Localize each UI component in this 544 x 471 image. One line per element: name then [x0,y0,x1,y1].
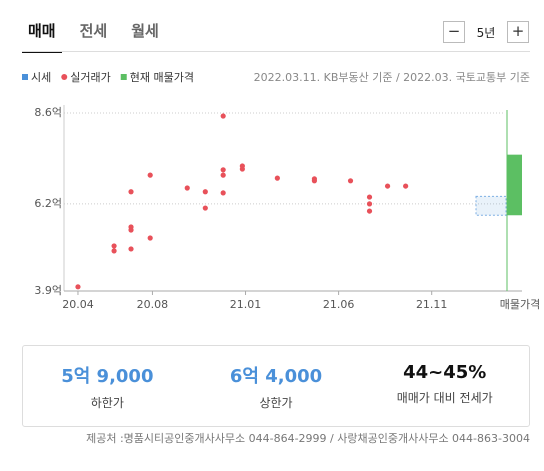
trade-point [111,248,117,254]
tabs: 매매 전세 월세 [22,18,177,53]
market-range [475,195,507,216]
summary-label: 하한가 [90,396,124,410]
source-note: 2022.03.11. KB부동산 기준 / 2022.03. 국토교통부 기준 [254,71,530,84]
trade-point [347,178,354,184]
trade-point [184,185,190,191]
legend-marker [61,74,68,80]
tab[interactable]: 매매 [22,18,62,53]
period-control: − 5년 + [443,21,529,43]
chart: 2022.03.11. KB부동산 기준 / 2022.03. 국토교통부 기준… [22,71,540,311]
trade-point [128,189,134,195]
trade-point [274,175,280,181]
x-tick-label: 21.06 [323,298,355,311]
trade-point [403,183,409,189]
trade-point [366,194,373,200]
trade-point [366,208,373,214]
tab[interactable]: 전세 [79,22,108,40]
trade-point [111,243,117,249]
trade-point [128,246,134,252]
listing-range [507,154,522,216]
trade-point [239,166,245,172]
legend-label: 시세 [31,71,51,84]
summary-item: 5억 9,000 하한가 [23,346,192,426]
x-tick-label: 21.11 [416,298,448,311]
listing-label: 매물가격 [500,298,540,311]
summary-value: 5억 9,000 [61,366,154,387]
summary-value: 6억 4,000 [229,366,323,387]
trade-point [366,201,373,207]
period-label: 5년 [476,25,496,40]
x-tick-label: 20.04 [62,298,94,311]
trade-point [128,227,134,233]
trade-point [202,205,208,211]
footer: 제공처 :명품시티공인중개사사무소 044-864-2999 / 사랑채공인중개… [86,432,530,445]
trade-point [311,178,318,184]
trade-point [220,190,226,196]
y-tick-label: 6.2억 [34,197,62,210]
tab[interactable]: 월세 [131,22,159,40]
legend-marker [22,74,28,80]
trade-point [147,172,153,178]
legend-label: 현재 매물가격 [130,71,194,84]
divider [22,51,530,52]
legend-label: 실거래가 [70,71,110,84]
y-tick-label: 3.9억 [34,284,62,297]
legend-marker [120,74,127,80]
trade-point [220,167,226,173]
summary-label: 상한가 [259,396,293,410]
trade-point [384,183,391,189]
summary-item: 6억 4,000 상한가 [192,346,361,426]
y-tick-label: 8.6억 [34,106,62,119]
summary-value: 44~45% [403,362,487,383]
minus-button[interactable]: − [443,21,465,43]
x-tick-label: 21.01 [230,298,262,311]
summary: 5억 9,000 하한가 6억 4,000 상한가 44~45% 매매가 대비 전세가 [22,345,530,427]
summary-label: 매매가 대비 전세가 [396,391,493,405]
trade-point [220,172,226,178]
trade-point [202,189,208,195]
summary-item: 44~45% 매매가 대비 전세가 [360,346,529,426]
trade-point [147,235,153,241]
x-tick-label: 20.08 [137,298,169,311]
trade-point [75,284,81,290]
plus-button[interactable]: + [507,21,529,43]
trade-point [220,113,226,119]
